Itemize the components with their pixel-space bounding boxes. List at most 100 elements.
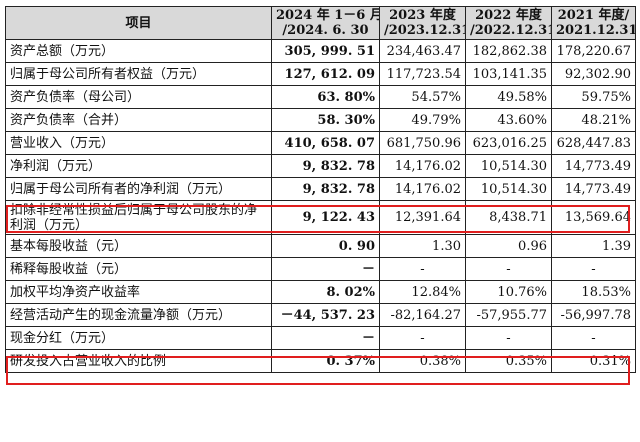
cell-2023: - — [379, 257, 466, 281]
cell-2021: 1.39 — [551, 234, 636, 258]
row-label: 归属于母公司所有者权益（万元） — [5, 62, 272, 86]
header-line1: 2023 年度 — [389, 8, 456, 23]
header-line2: /2023.12.31 — [384, 23, 466, 38]
header-line2: /2024. 6. 30 — [282, 23, 369, 38]
cell-2021: - — [551, 257, 636, 281]
table-row-debt-ratio-consolidated: 资产负债率（合并） 58. 30% 49.79% 43.60% 48.21% — [5, 108, 636, 132]
cell-2022: 49.58% — [465, 85, 552, 109]
row-label: 资产负债率（合并） — [5, 108, 272, 132]
cell-2023: 234,463.47 — [379, 39, 466, 63]
table-row-revenue: 营业收入（万元） 410, 658. 07 681,750.96 623,016… — [5, 131, 636, 155]
cell-2022: - — [465, 257, 552, 281]
header-2022: 2022 年度/2022.12.31 — [465, 6, 552, 40]
cell-2024h1: 9, 122. 43 — [271, 200, 380, 235]
cell-2024h1: 410, 658. 07 — [271, 131, 380, 155]
cell-2022: 10,514.30 — [465, 154, 552, 178]
cell-2021: 14,773.49 — [551, 177, 636, 201]
cell-2022: 0.35% — [465, 349, 552, 373]
cell-2022: 623,016.25 — [465, 131, 552, 155]
row-label: 研发投入占营业收入的比例 — [5, 349, 272, 373]
row-label: 资产负债率（母公司） — [5, 85, 272, 109]
cell-2022: 182,862.38 — [465, 39, 552, 63]
row-label: 基本每股收益（元） — [5, 234, 272, 258]
cell-2024h1: 305, 999. 51 — [271, 39, 380, 63]
cell-2021: 0.31% — [551, 349, 636, 373]
table-row-deducted-net-profit: 扣除非经常性损益后归属于母公司股东的净利润（万元） 9, 122. 43 12,… — [5, 200, 636, 235]
cell-2023: 14,176.02 — [379, 177, 466, 201]
header-line2: /2022.12.31 — [470, 23, 552, 38]
table-row-diluted-eps: 稀释每股收益（元） － - - - — [5, 257, 636, 281]
cell-2021: 18.53% — [551, 280, 636, 304]
cell-2022: 10.76% — [465, 280, 552, 304]
row-label: 净利润（万元） — [5, 154, 272, 178]
table-row-net-profit: 净利润（万元） 9, 832. 78 14,176.02 10,514.30 1… — [5, 154, 636, 178]
row-label: 扣除非经常性损益后归属于母公司股东的净利润（万元） — [5, 200, 272, 235]
financial-indicators-table: 项目 2024 年 1－6 月/2024. 6. 30 2023 年度/2023… — [5, 6, 636, 373]
row-label: 资产总额（万元） — [5, 39, 272, 63]
table-row-rd-ratio: 研发投入占营业收入的比例 0. 37% 0.38% 0.35% 0.31% — [5, 349, 636, 373]
cell-2024h1: 9, 832. 78 — [271, 154, 380, 178]
cell-2021: 48.21% — [551, 108, 636, 132]
cell-2023: 0.38% — [379, 349, 466, 373]
cell-2022: 43.60% — [465, 108, 552, 132]
cell-2022: -57,955.77 — [465, 303, 552, 327]
cell-2023: 117,723.54 — [379, 62, 466, 86]
header-line1: 2024 年 1－6 月 — [276, 8, 380, 23]
cell-2022: - — [465, 326, 552, 350]
header-line1: 2022 年度 — [475, 8, 542, 23]
table-row-parent-equity: 归属于母公司所有者权益（万元） 127, 612. 09 117,723.54 … — [5, 62, 636, 86]
cell-2024h1: 0. 90 — [271, 234, 380, 258]
header-line2: 2021.12.31 — [556, 23, 636, 38]
cell-2023: 12,391.64 — [379, 200, 466, 235]
cell-2024h1: 8. 02% — [271, 280, 380, 304]
table-row-parent-net-profit: 归属于母公司所有者的净利润（万元） 9, 832. 78 14,176.02 1… — [5, 177, 636, 201]
table-header-row: 项目 2024 年 1－6 月/2024. 6. 30 2023 年度/2023… — [5, 6, 636, 40]
cell-2023: - — [379, 326, 466, 350]
header-line1: 2021 年度/ — [557, 8, 630, 23]
cell-2023: 1.30 — [379, 234, 466, 258]
cell-2024h1: － — [271, 257, 380, 281]
cell-2021: 178,220.67 — [551, 39, 636, 63]
cell-2023: -82,164.27 — [379, 303, 466, 327]
cell-2021: 628,447.83 — [551, 131, 636, 155]
header-item-label: 项目 — [125, 15, 152, 31]
cell-2021: -56,997.78 — [551, 303, 636, 327]
cell-2023: 54.57% — [379, 85, 466, 109]
table-row-basic-eps: 基本每股收益（元） 0. 90 1.30 0.96 1.39 — [5, 234, 636, 258]
cell-2021: 13,569.64 — [551, 200, 636, 235]
row-label: 稀释每股收益（元） — [5, 257, 272, 281]
table-row-total-assets: 资产总额（万元） 305, 999. 51 234,463.47 182,862… — [5, 39, 636, 63]
table-row-operating-cash-flow: 经营活动产生的现金流量净额（万元） －44, 537. 23 -82,164.2… — [5, 303, 636, 327]
table-row-cash-dividend: 现金分红（万元） － - - - — [5, 326, 636, 350]
cell-2022: 8,438.71 — [465, 200, 552, 235]
row-label: 加权平均净资产收益率 — [5, 280, 272, 304]
row-label: 归属于母公司所有者的净利润（万元） — [5, 177, 272, 201]
cell-2021: - — [551, 326, 636, 350]
row-label: 经营活动产生的现金流量净额（万元） — [5, 303, 272, 327]
table-row-debt-ratio-parent: 资产负债率（母公司） 63. 80% 54.57% 49.58% 59.75% — [5, 85, 636, 109]
cell-2024h1: － — [271, 326, 380, 350]
cell-2023: 12.84% — [379, 280, 466, 304]
cell-2024h1: －44, 537. 23 — [271, 303, 380, 327]
cell-2024h1: 9, 832. 78 — [271, 177, 380, 201]
cell-2022: 103,141.35 — [465, 62, 552, 86]
cell-2024h1: 58. 30% — [271, 108, 380, 132]
cell-2023: 14,176.02 — [379, 154, 466, 178]
header-2024h1: 2024 年 1－6 月/2024. 6. 30 — [271, 6, 380, 40]
header-item: 项目 — [5, 6, 272, 40]
row-label: 营业收入（万元） — [5, 131, 272, 155]
cell-2022: 10,514.30 — [465, 177, 552, 201]
row-label: 现金分红（万元） — [5, 326, 272, 350]
cell-2023: 681,750.96 — [379, 131, 466, 155]
cell-2024h1: 63. 80% — [271, 85, 380, 109]
table-row-weighted-roe: 加权平均净资产收益率 8. 02% 12.84% 10.76% 18.53% — [5, 280, 636, 304]
header-2021: 2021 年度/2021.12.31 — [551, 6, 636, 40]
cell-2022: 0.96 — [465, 234, 552, 258]
cell-2024h1: 0. 37% — [271, 349, 380, 373]
cell-2021: 92,302.90 — [551, 62, 636, 86]
cell-2021: 59.75% — [551, 85, 636, 109]
header-2023: 2023 年度/2023.12.31 — [379, 6, 466, 40]
cell-2024h1: 127, 612. 09 — [271, 62, 380, 86]
cell-2023: 49.79% — [379, 108, 466, 132]
cell-2021: 14,773.49 — [551, 154, 636, 178]
